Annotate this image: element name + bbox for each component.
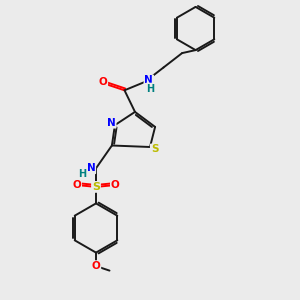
Text: O: O <box>92 261 100 271</box>
Text: S: S <box>151 144 158 154</box>
Text: H: H <box>78 169 87 179</box>
Text: N: N <box>107 118 116 128</box>
Text: S: S <box>92 182 100 192</box>
Text: O: O <box>98 77 107 87</box>
Text: O: O <box>72 180 81 190</box>
Text: N: N <box>144 75 153 85</box>
Text: O: O <box>111 180 120 190</box>
Text: H: H <box>146 83 154 94</box>
Text: N: N <box>86 163 95 173</box>
